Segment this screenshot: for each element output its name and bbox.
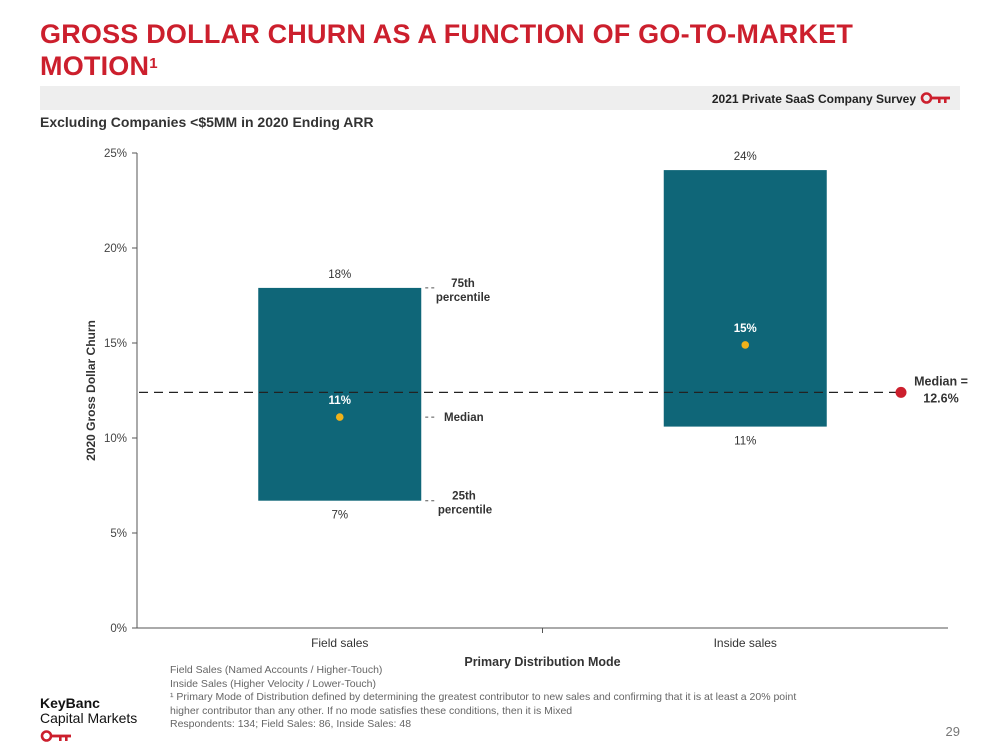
footnotes: Field Sales (Named Accounts / Higher-Tou… — [170, 664, 870, 732]
logo-line2: Capital Markets — [40, 710, 138, 726]
key-icon — [40, 730, 71, 742]
median-point — [335, 413, 344, 421]
median-point — [741, 341, 750, 349]
p25-annotation-line1: 25th — [452, 491, 476, 503]
x-axis: Field sales Inside sales Primary Distribut… — [137, 627, 948, 669]
p75-annotation-line2: percentile — [436, 292, 490, 304]
chart-subtitle: Excluding Companies <$5MM in 2020 Ending… — [40, 114, 374, 130]
p25-value-label: 11% — [734, 436, 756, 448]
y-axis: 0% 5% 10% 15% 20% 25% 2020 Gross Dollar Churn — [84, 148, 138, 635]
p25-annotation-line2: percentile — [438, 505, 492, 517]
key-icon — [920, 92, 950, 104]
logo-line1: KeyBanc — [40, 695, 100, 711]
percentile-annotations: 75th percentile Median 25th percentile — [425, 278, 492, 517]
page-title: GROSS DOLLAR CHURN AS A FUNCTION OF GO-T… — [40, 18, 960, 82]
median-annotation: Median — [444, 412, 484, 424]
overall-median-value: 12.6% — [923, 391, 958, 405]
p75-value-label: 18% — [328, 269, 351, 281]
reference-line-group: Median = 12.6% — [139, 374, 968, 405]
title-text: GROSS DOLLAR CHURN AS A FUNCTION OF GO-T… — [40, 19, 854, 81]
title-footnote-marker: 1 — [149, 55, 158, 72]
overall-median-label: Median = — [914, 374, 968, 388]
boxes: 11% 18% 7% 15% 24% 11% — [258, 151, 827, 522]
y-tick-label: 5% — [110, 528, 127, 540]
y-tick-label: 0% — [110, 623, 127, 635]
overall-median-marker — [895, 386, 907, 398]
footnote-line: ¹ Primary Mode of Distribution defined b… — [170, 691, 797, 703]
iqr-bar — [663, 170, 827, 427]
survey-label: 2021 Private SaaS Company Survey — [711, 92, 916, 106]
brand-logo: KeyBanc Capital Markets — [40, 696, 137, 726]
median-value-label: 15% — [734, 323, 757, 335]
page-number: 29 — [945, 724, 960, 739]
iqr-bar — [258, 287, 422, 501]
y-tick-label: 25% — [104, 148, 127, 160]
median-value-label: 11% — [329, 395, 351, 407]
p75-value-label: 24% — [734, 151, 757, 163]
x-tick-label: Inside sales — [714, 636, 777, 650]
survey-banner: 2021 Private SaaS Company Survey — [40, 86, 960, 110]
footnote-line: Field Sales (Named Accounts / Higher-Tou… — [170, 664, 383, 676]
p25-value-label: 7% — [331, 510, 348, 522]
footnote-line: higher contributor than any other. If no… — [170, 704, 573, 717]
y-tick-label: 20% — [104, 243, 127, 255]
footnote-line: Respondents: 134; Field Sales: 86, Insid… — [170, 718, 412, 730]
x-tick-label: Field sales — [311, 636, 368, 650]
y-tick-label: 15% — [104, 338, 127, 350]
x-axis-label: Primary Distribution Mode — [464, 655, 620, 669]
y-axis-label: 2020 Gross Dollar Churn — [84, 320, 98, 461]
y-tick-label: 10% — [104, 433, 127, 445]
footnote-line: Inside Sales (Higher Velocity / Lower-To… — [170, 677, 377, 690]
p75-annotation-line1: 75th — [451, 278, 475, 290]
